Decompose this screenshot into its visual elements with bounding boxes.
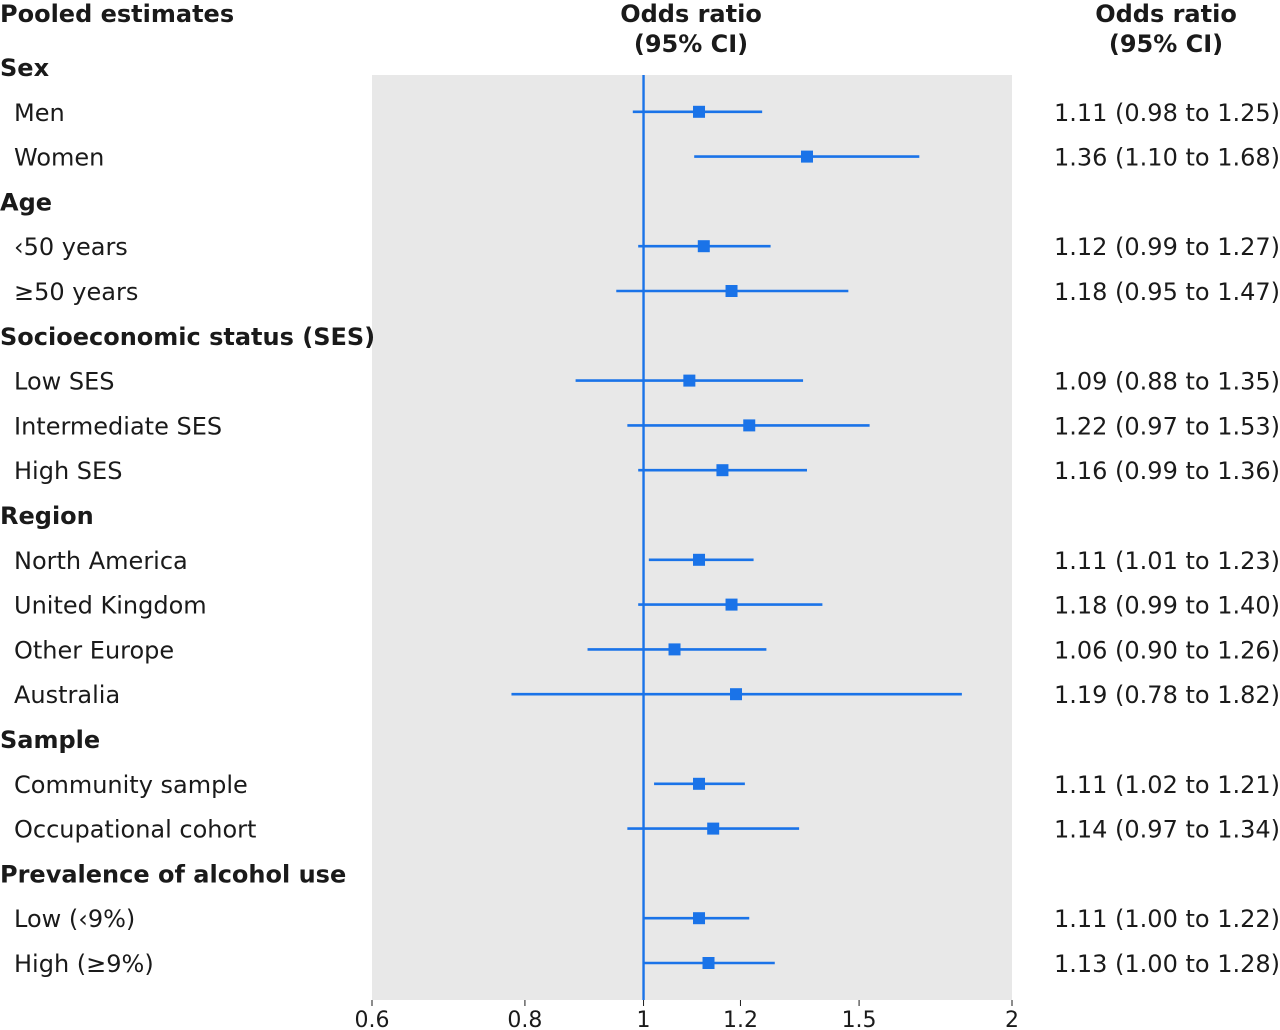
or-ci-value: 1.36 (1.10 to 1.68): [1054, 144, 1280, 172]
point-estimate-marker: [697, 240, 710, 253]
or-ci-value: 1.11 (1.02 to 1.21): [1054, 771, 1280, 799]
point-estimate-marker: [693, 912, 706, 925]
row-label: Low (‹9%): [14, 905, 135, 933]
row-label: North America: [14, 547, 188, 575]
plot-header-line1: Odds ratio: [620, 0, 762, 28]
x-tick-label: 1.2: [723, 1008, 758, 1030]
point-estimate-marker: [743, 419, 756, 432]
or-header-line2: (95% CI): [1108, 30, 1224, 58]
point-estimate-marker: [693, 105, 706, 118]
column-header-estimates: Pooled estimates: [0, 0, 235, 28]
point-estimate-marker: [716, 464, 729, 477]
point-estimate-marker: [725, 598, 738, 611]
x-tick-label: 1: [637, 1008, 651, 1030]
point-estimate-marker: [725, 285, 738, 297]
x-tick-label: 2: [1005, 1008, 1019, 1030]
row-label: ‹50 years: [14, 233, 128, 261]
or-ci-value: 1.09 (0.88 to 1.35): [1054, 368, 1280, 396]
point-estimate-marker: [693, 777, 706, 790]
column-header-plot: Odds ratio (95% CI): [591, 0, 791, 59]
point-estimate-marker: [707, 822, 720, 835]
or-header-line1: Odds ratio: [1095, 0, 1237, 28]
or-ci-value: 1.11 (0.98 to 1.25): [1054, 99, 1280, 127]
point-estimate-marker: [668, 643, 681, 656]
row-label: Low SES: [14, 368, 115, 396]
column-header-or-text: Odds ratio (95% CI): [1066, 0, 1266, 59]
plot-panel: [372, 75, 1012, 1000]
plot-header-line2: (95% CI): [633, 30, 749, 58]
x-tick-label: 1.5: [842, 1008, 877, 1030]
or-ci-value: 1.19 (0.78 to 1.82): [1054, 681, 1280, 709]
or-ci-value: 1.13 (1.00 to 1.28): [1054, 950, 1280, 978]
or-ci-value: 1.18 (0.99 to 1.40): [1054, 592, 1280, 620]
point-estimate-marker: [683, 374, 696, 387]
row-label: ≥50 years: [14, 278, 138, 306]
group-label: Region: [0, 502, 94, 530]
group-label: Sex: [0, 54, 50, 82]
or-ci-value: 1.11 (1.01 to 1.23): [1054, 547, 1280, 575]
row-label: High (≥9%): [14, 950, 154, 978]
or-ci-value: 1.14 (0.97 to 1.34): [1054, 816, 1280, 844]
group-label: Socioeconomic status (SES): [0, 323, 375, 351]
x-tick-label: 0.8: [507, 1008, 542, 1030]
row-label: United Kingdom: [14, 592, 207, 620]
row-label: Men: [14, 99, 65, 127]
row-label: Community sample: [14, 771, 248, 799]
group-label: Sample: [0, 726, 100, 754]
row-label: Women: [14, 144, 104, 172]
or-ci-value: 1.06 (0.90 to 1.26): [1054, 636, 1280, 664]
row-label: Other Europe: [14, 636, 174, 664]
row-label: Intermediate SES: [14, 412, 222, 440]
or-ci-value: 1.22 (0.97 to 1.53): [1054, 412, 1280, 440]
x-tick-label: 0.6: [355, 1008, 390, 1030]
group-label: Age: [0, 188, 52, 216]
or-ci-value: 1.11 (1.00 to 1.22): [1054, 905, 1280, 933]
group-label: Prevalence of alcohol use: [0, 860, 346, 888]
row-label: Australia: [14, 681, 120, 709]
point-estimate-marker: [693, 553, 706, 566]
row-label: High SES: [14, 457, 122, 485]
point-estimate-marker: [702, 957, 715, 969]
or-ci-value: 1.18 (0.95 to 1.47): [1054, 278, 1280, 306]
point-estimate-marker: [730, 688, 743, 701]
or-ci-value: 1.16 (0.99 to 1.36): [1054, 457, 1280, 485]
row-label: Occupational cohort: [14, 816, 256, 844]
or-ci-value: 1.12 (0.99 to 1.27): [1054, 233, 1280, 261]
point-estimate-marker: [800, 150, 813, 163]
